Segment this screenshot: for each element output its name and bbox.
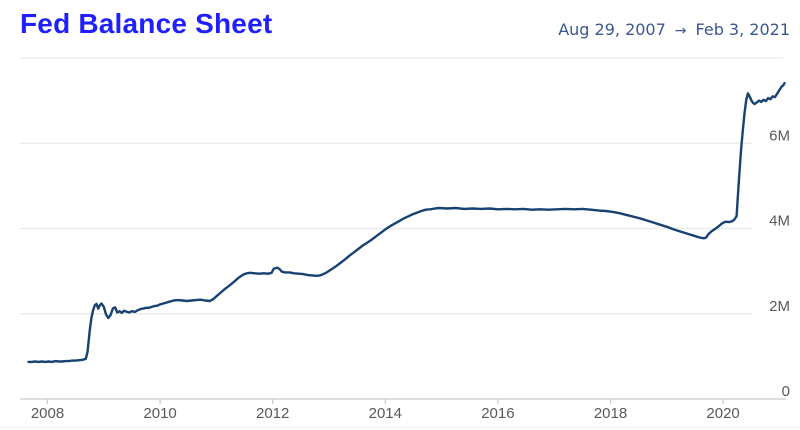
grid-layer — [20, 57, 783, 315]
x-tick-label: 2012 — [256, 405, 289, 422]
x-tick-label: 2018 — [594, 405, 627, 422]
page-title: Fed Balance Sheet — [20, 8, 273, 39]
series-line-layer — [27, 81, 786, 364]
x-axis-labels: 2008 2010 2012 2014 2016 2018 2020 — [31, 405, 740, 422]
x-axis — [20, 398, 786, 404]
x-tick-label: 2008 — [31, 405, 64, 422]
series-line — [27, 81, 786, 364]
date-range-end: Feb 3, 2021 — [695, 20, 790, 39]
y-tick-label: 0 — [782, 383, 790, 400]
x-tick-label: 2010 — [143, 405, 176, 422]
date-range-start: Aug 29, 2007 — [558, 20, 666, 39]
y-axis-labels: 0 2M 4M 6M — [769, 127, 790, 400]
y-tick-label: 2M — [769, 298, 790, 315]
arrow-right-icon: → — [674, 22, 687, 39]
x-tick-label: 2014 — [369, 405, 402, 422]
x-tick-label: 2020 — [706, 405, 739, 422]
x-tick-label: 2016 — [481, 405, 514, 422]
bottom-divider — [0, 427, 800, 428]
y-tick-label: 4M — [769, 213, 790, 230]
date-range: Aug 29, 2007 → Feb 3, 2021 — [558, 20, 790, 39]
y-tick-label: 6M — [769, 127, 790, 144]
